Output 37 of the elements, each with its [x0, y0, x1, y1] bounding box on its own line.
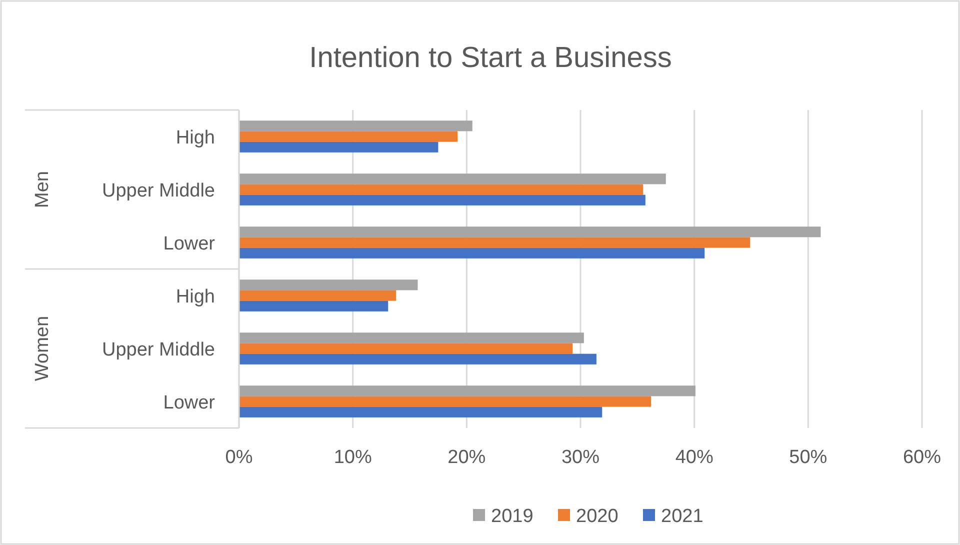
- y-tick-label: Lower: [163, 392, 216, 414]
- bar: [239, 184, 644, 195]
- bar: [239, 194, 646, 206]
- x-tick-label: 50%: [789, 447, 828, 468]
- legend-label: 2020: [576, 506, 618, 527]
- bar: [239, 142, 438, 152]
- x-tick-label: 0%: [225, 447, 253, 468]
- bar: [239, 280, 418, 290]
- y-tick-label: Lower: [163, 234, 216, 254]
- bar: [239, 300, 388, 312]
- y-tick-label: High: [176, 128, 215, 148]
- legend-label: 2019: [491, 506, 534, 527]
- x-tick-label: 20%: [448, 447, 486, 468]
- text: Men: [32, 171, 53, 208]
- bar: [239, 354, 596, 364]
- bar: [239, 248, 705, 258]
- bar: [239, 396, 652, 407]
- text: Women: [32, 316, 53, 382]
- bar: [239, 226, 821, 238]
- bar: [239, 343, 573, 354]
- y-tick-label: Upper Middle: [102, 180, 215, 202]
- bar: [239, 237, 750, 248]
- chart-title: Intention to Start a Business: [309, 42, 672, 74]
- bar: [239, 174, 666, 184]
- bar: [239, 120, 472, 132]
- legend-label: 2021: [661, 506, 704, 527]
- bar: [239, 131, 458, 142]
- bar: [239, 406, 602, 418]
- y-tick-label: High: [176, 286, 215, 308]
- bar: [239, 386, 696, 396]
- x-tick-label: 30%: [561, 447, 600, 468]
- x-tick-label: 40%: [675, 447, 714, 468]
- x-tick-label: 10%: [334, 447, 372, 468]
- y-tick-label: Upper Middle: [102, 340, 215, 360]
- bar: [239, 290, 396, 301]
- bar: [239, 332, 584, 344]
- x-tick-label: 60%: [902, 447, 942, 468]
